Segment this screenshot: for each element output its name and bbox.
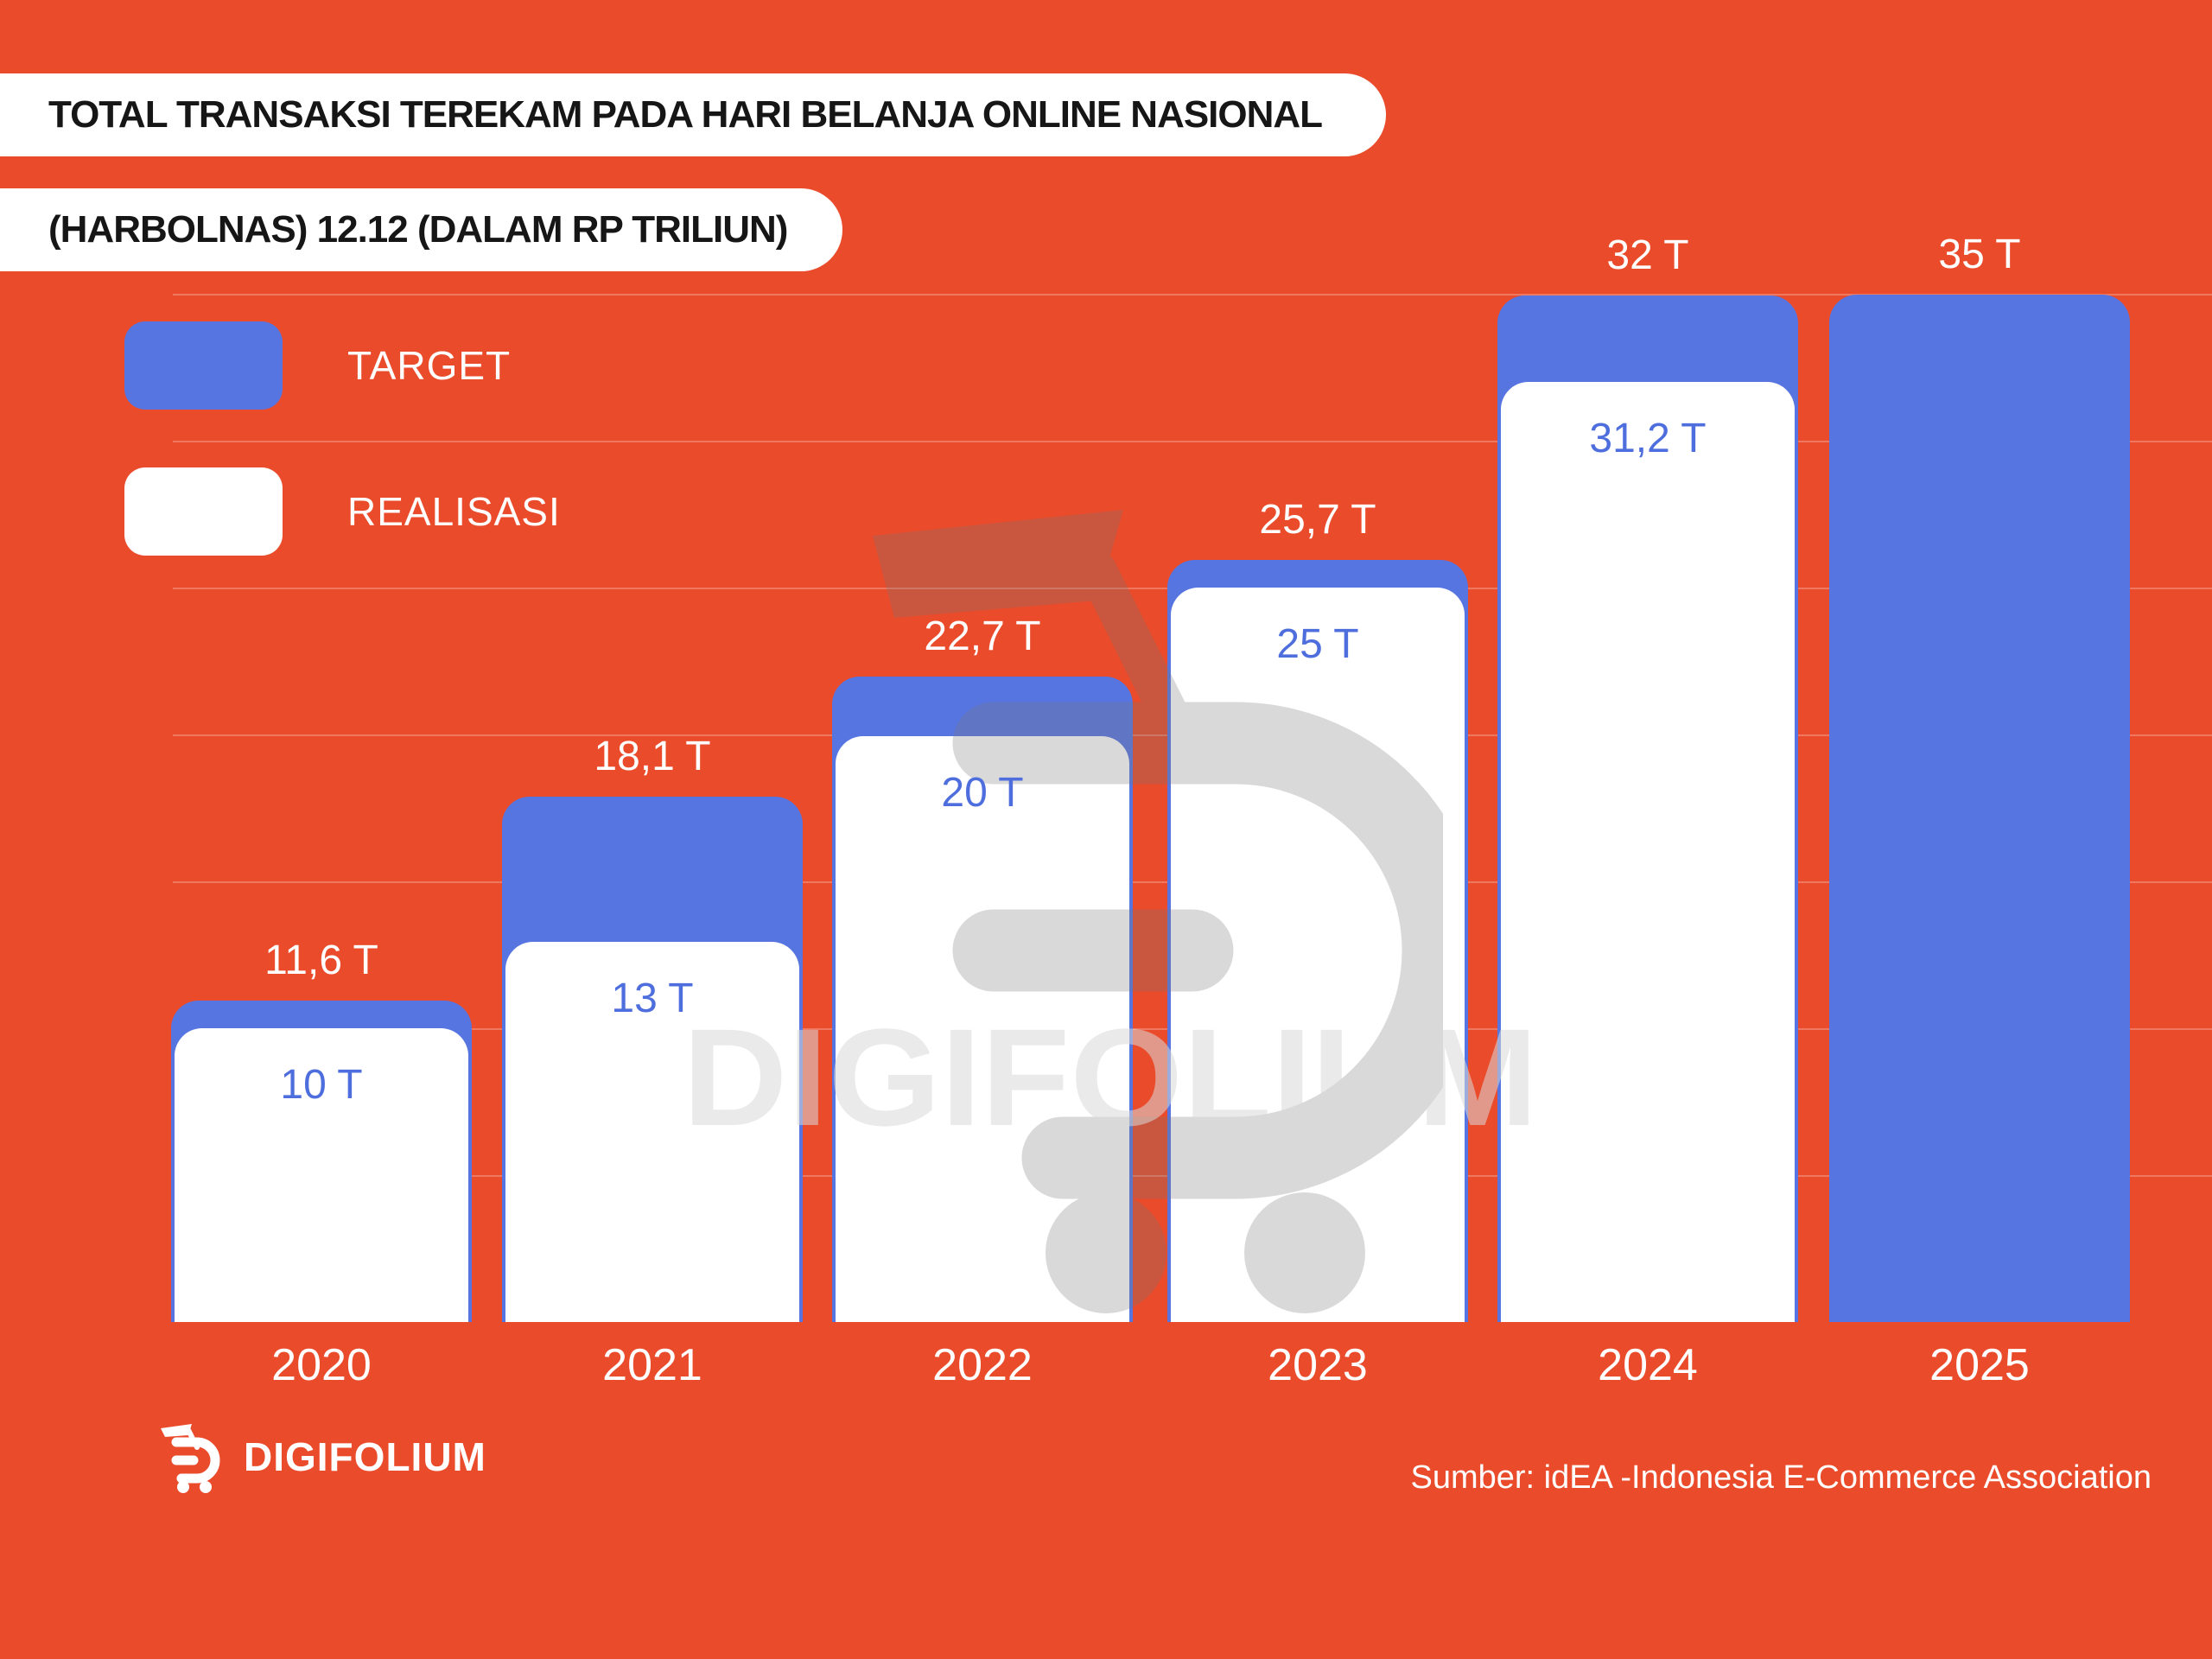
brand-text-watermark: DIGIFOLIUM xyxy=(683,1020,1538,1141)
target-value-label-2020: 11,6 T xyxy=(264,938,378,983)
watermark-text: DIGIFOLIUM xyxy=(683,1020,1538,1141)
realisasi-bar-2022 xyxy=(836,736,1129,1322)
realisasi-value-label-2023: 25 T xyxy=(1276,621,1359,667)
legend-swatch-target xyxy=(124,321,283,410)
digifolium-logo-icon xyxy=(161,1424,220,1493)
realisasi-bar-2024 xyxy=(1501,382,1795,1322)
year-label-2021: 2021 xyxy=(602,1340,702,1390)
target-value-label-2024: 32 T xyxy=(1606,232,1689,278)
realisasi-value-label-2022: 20 T xyxy=(941,770,1024,816)
target-value-label-2022: 22,7 T xyxy=(924,613,1041,659)
chart-title-line2: (HARBOLNAS) 12.12 (DALAM RP TRILIUN) xyxy=(48,208,788,251)
year-label-2020: 2020 xyxy=(271,1340,372,1390)
year-label-2022: 2022 xyxy=(932,1340,1033,1390)
realisasi-bar-2021 xyxy=(505,942,799,1322)
footer-brand-text: DIGIFOLIUM xyxy=(244,1434,486,1479)
gridline-35t xyxy=(173,294,2212,296)
title-pill-line2: (HARBOLNAS) 12.12 (DALAM RP TRILIUN) xyxy=(0,188,842,271)
title-pill-line1: TOTAL TRANSAKSI TEREKAM PADA HARI BELANJ… xyxy=(0,73,1386,156)
source-attribution: Sumber: idEA -Indonesia E-Commerce Assoc… xyxy=(1410,1459,2152,1496)
legend-swatch-realisasi xyxy=(124,467,283,556)
realisasi-value-label-2020: 10 T xyxy=(280,1062,363,1108)
realisasi-bar-2023 xyxy=(1171,588,1465,1322)
gridline-30t xyxy=(173,441,2212,442)
target-value-label-2023: 25,7 T xyxy=(1259,497,1376,543)
year-label-2025: 2025 xyxy=(1929,1340,2030,1390)
shopping-cart-watermark xyxy=(873,510,1443,1313)
legend-label-target: TARGET xyxy=(347,343,512,388)
year-label-2024: 2024 xyxy=(1598,1340,1698,1390)
realisasi-value-label-2024: 31,2 T xyxy=(1589,416,1707,461)
realisasi-value-label-2021: 13 T xyxy=(611,976,694,1021)
target-value-label-2025: 35 T xyxy=(1938,232,2021,277)
year-label-2023: 2023 xyxy=(1268,1340,1368,1390)
target-value-label-2021: 18,1 T xyxy=(594,734,711,779)
legend-label-realisasi: REALISASI xyxy=(347,489,561,534)
chart-title-line1: TOTAL TRANSAKSI TEREKAM PADA HARI BELANJ… xyxy=(48,93,1323,136)
realisasi-bar-2020 xyxy=(175,1028,468,1322)
target-bar-2025 xyxy=(1829,295,2130,1322)
